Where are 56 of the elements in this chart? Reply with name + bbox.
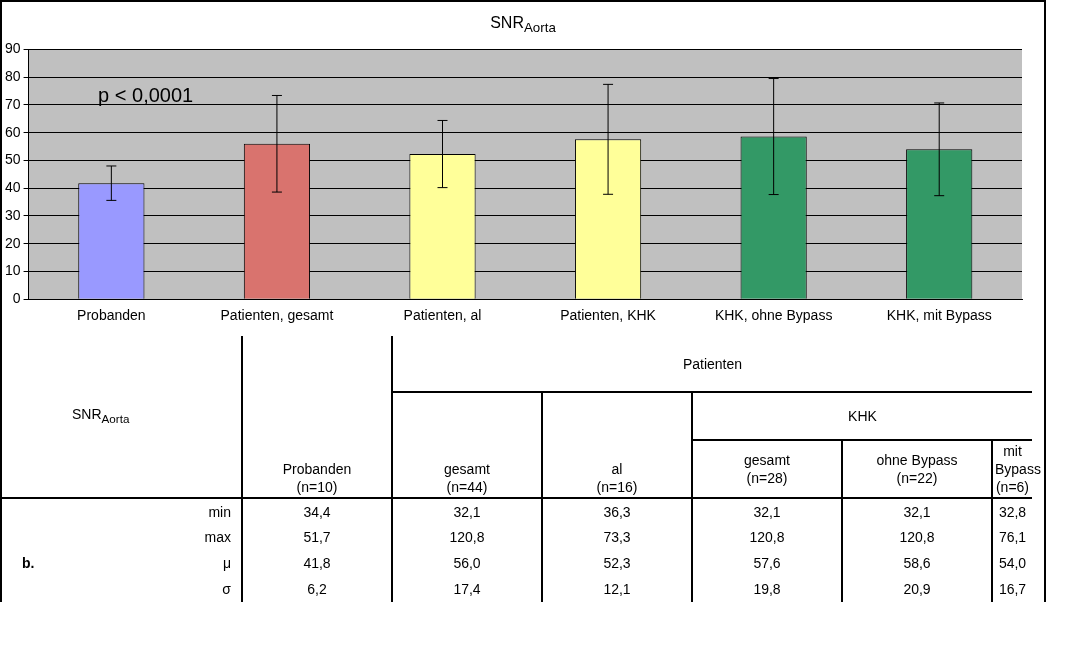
y-tick-label: 10	[4, 262, 21, 279]
text: 56,0	[453, 555, 481, 571]
text: 32,1	[753, 503, 781, 520]
text: Patienten	[392, 336, 1032, 392]
x-tick-label: Probanden	[77, 307, 146, 324]
text: b.	[21, 554, 36, 573]
y-tick-label: 60	[4, 123, 21, 140]
category-label: σ	[222, 581, 231, 597]
text: 41,8	[303, 555, 331, 571]
text: 36,3	[603, 503, 631, 520]
y-tick-label: 20	[4, 234, 21, 251]
category-label: gesamt (n=28)	[692, 440, 842, 498]
text: 16,7	[998, 581, 1027, 597]
y-tick-label: 90	[4, 40, 21, 57]
chart-title: SNR$_{Aorta}$	[489, 13, 557, 38]
text: KHK	[692, 392, 1032, 440]
y-tick-label: 0	[12, 290, 21, 307]
annotation: p < 0,0001	[98, 84, 194, 107]
y-tick-label: 40	[4, 179, 21, 196]
y-tick-label: 70	[4, 95, 21, 112]
text: 58,6	[903, 555, 931, 571]
y-tick-label: 30	[4, 206, 21, 223]
category-label: al (n=16)	[542, 392, 692, 498]
y-tick-label: 50	[4, 151, 21, 168]
text: 17,4	[453, 581, 481, 597]
category-label: Probanden (n=10)	[242, 336, 392, 498]
text: 57,6	[753, 555, 781, 571]
text: 20,9	[903, 581, 931, 597]
text: 19,8	[753, 581, 781, 597]
text: 73,3	[603, 529, 631, 545]
text: 54,0	[998, 555, 1027, 571]
text: 51,7	[303, 529, 331, 545]
text: 6,2	[307, 581, 327, 597]
category-label: gesamt (n=44)	[392, 392, 542, 498]
category-label: mit Bypass (n=6)	[994, 442, 1041, 497]
text: 32,1	[453, 503, 481, 520]
text: 120,8	[449, 529, 485, 545]
text: 34,4	[303, 503, 331, 520]
text: 52,3	[603, 555, 631, 571]
category-label: ohne Bypass (n=22)	[842, 440, 992, 498]
x-tick-label: KHK, ohne Bypass	[714, 307, 833, 324]
x-tick-label: KHK, mit Bypass	[886, 307, 992, 324]
category-label: min	[208, 503, 231, 520]
text: SNR$_{Aorta}$	[71, 405, 131, 427]
text: 120,8	[899, 529, 935, 545]
text: 32,8	[998, 503, 1027, 520]
category-label: max	[204, 529, 231, 545]
x-tick-label: Patienten, gesamt	[220, 307, 334, 324]
text: 12,1	[603, 581, 631, 597]
category-label: μ	[222, 555, 231, 571]
text: 76,1	[998, 529, 1027, 545]
y-tick-label: 80	[4, 68, 21, 85]
x-tick-label: Patienten, al	[403, 307, 482, 324]
x-tick-label: Patienten, KHK	[560, 307, 657, 324]
text: 32,1	[903, 503, 931, 520]
text: 120,8	[749, 529, 785, 545]
